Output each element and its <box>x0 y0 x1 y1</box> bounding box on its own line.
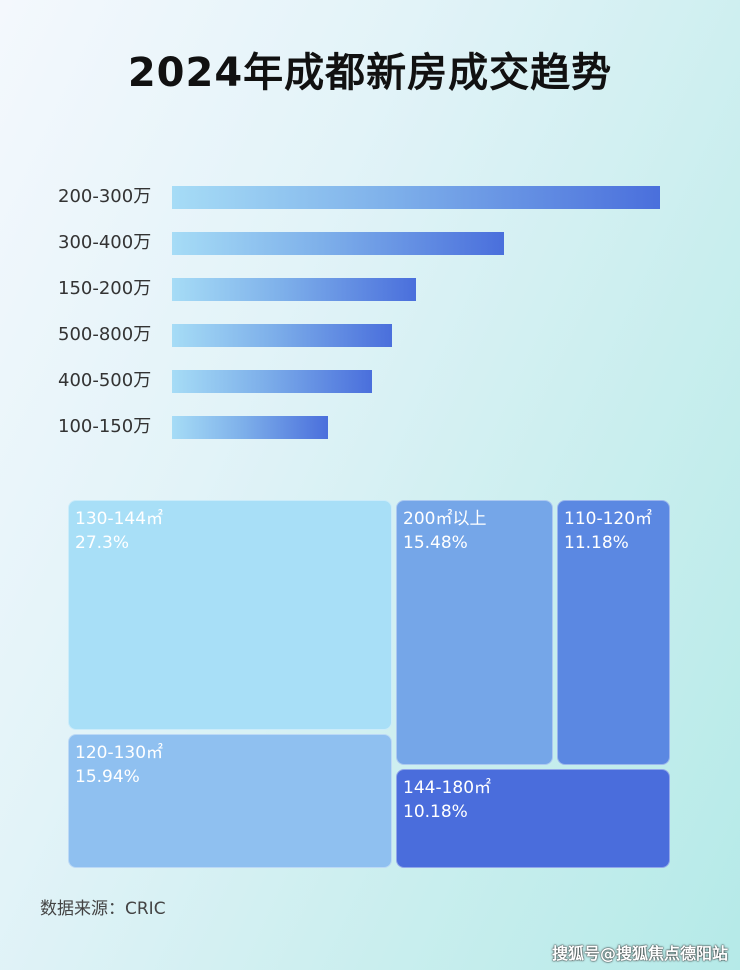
bar <box>172 232 504 255</box>
tile-value: 15.94% <box>75 767 140 787</box>
bar-label: 100-150万 <box>58 416 152 437</box>
data-source: 数据来源：CRIC <box>40 899 166 919</box>
treemap-tile: 110-120㎡ 11.18% <box>557 500 670 765</box>
bar-label: 500-800万 <box>58 324 152 345</box>
bar-chart: 200-300万 300-400万 150-200万 500-800万 400-500万… <box>0 0 740 460</box>
watermark: 搜狐号@搜狐焦点德阳站 <box>551 944 728 963</box>
treemap-tile: 144-180㎡ 10.18% <box>396 769 670 868</box>
tile-label: 110-120㎡ <box>564 509 653 529</box>
tile-value: 15.48% <box>403 533 468 553</box>
tile-value: 10.18% <box>403 802 468 822</box>
tile-label: 120-130㎡ <box>75 743 164 763</box>
tile-label: 130-144㎡ <box>75 509 164 529</box>
tile-label: 200㎡以上 <box>403 509 487 529</box>
treemap-tile: 130-144㎡ 27.3% <box>68 500 392 730</box>
bar-label: 150-200万 <box>58 278 152 299</box>
tile-value: 11.18% <box>564 533 629 553</box>
bar <box>172 278 416 301</box>
treemap-tile: 120-130㎡ 15.94% <box>68 734 392 868</box>
bar-label: 400-500万 <box>58 370 152 391</box>
tile-label: 144-180㎡ <box>403 778 492 798</box>
tile-value: 27.3% <box>75 533 130 553</box>
bar <box>172 416 329 439</box>
bar <box>172 186 660 209</box>
bar-label: 300-400万 <box>58 232 152 253</box>
treemap-tile: 200㎡以上 15.48% <box>396 500 553 765</box>
chart-title: 2024年成都新房成交趋势 <box>127 50 613 96</box>
bar-label: 200-300万 <box>58 186 152 207</box>
bar <box>172 370 373 393</box>
bar <box>172 324 392 347</box>
